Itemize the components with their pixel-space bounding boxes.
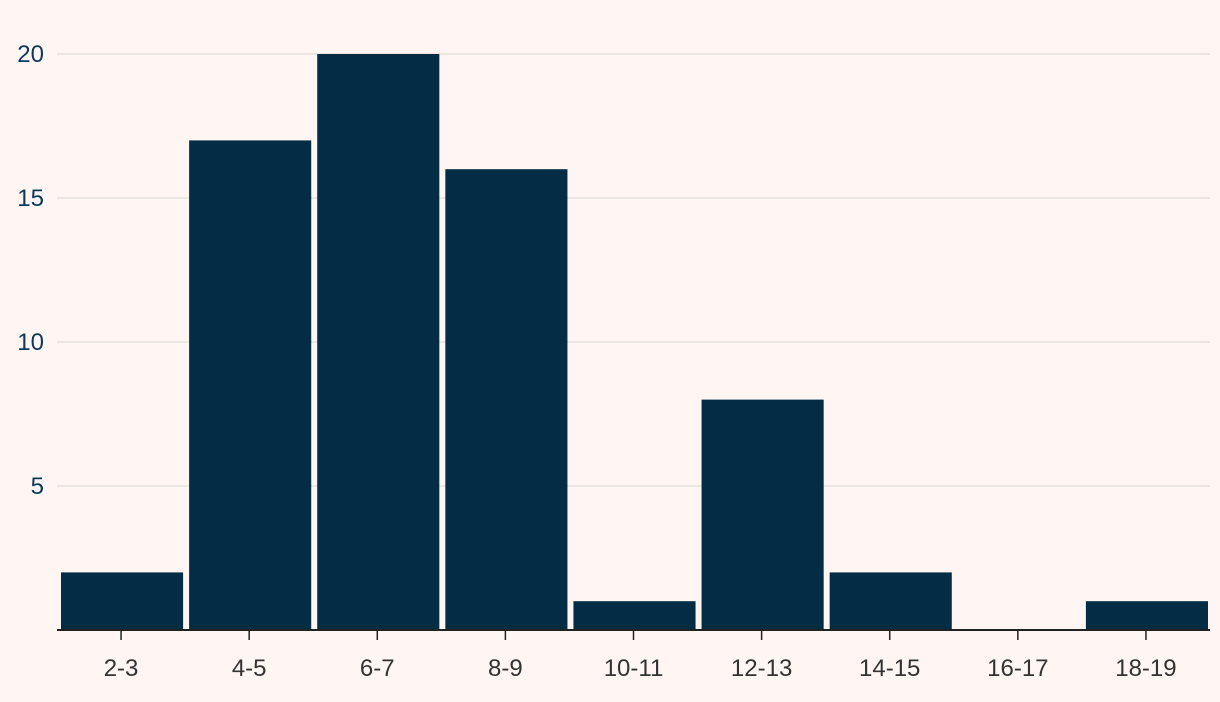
x-axis-tick-labels: 2-3 4-5 6-7 8-9 10-11 12-13 14-15 16-17 18-19 (104, 655, 1177, 682)
y-tick-label: 5 (31, 473, 44, 500)
x-tick-label: 2-3 (104, 655, 139, 682)
x-tick-label: 6-7 (360, 655, 395, 682)
bar-18-19 (1085, 601, 1208, 630)
x-tick-label: 4-5 (232, 655, 267, 682)
bar-10-11 (573, 601, 696, 630)
bar-8-9 (445, 169, 568, 630)
x-tick-label: 18-19 (1115, 655, 1176, 682)
y-tick-label: 10 (17, 329, 44, 356)
x-tick-label: 8-9 (488, 655, 523, 682)
bars (61, 54, 1208, 630)
bar-4-5 (189, 140, 312, 630)
x-tick-label: 16-17 (987, 655, 1048, 682)
x-axis (57, 629, 1210, 640)
bar-6-7 (317, 54, 440, 630)
y-axis-tick-labels: 5 10 15 20 (17, 41, 44, 500)
y-tick-label: 15 (17, 185, 44, 212)
y-tick-label: 20 (17, 41, 44, 68)
bar-12-13 (701, 399, 824, 630)
x-tick-label: 10-11 (604, 655, 664, 682)
x-tick-label: 12-13 (731, 655, 792, 682)
bar-14-15 (829, 572, 952, 630)
bar-2-3 (61, 572, 184, 630)
x-tick-label: 14-15 (859, 655, 920, 682)
